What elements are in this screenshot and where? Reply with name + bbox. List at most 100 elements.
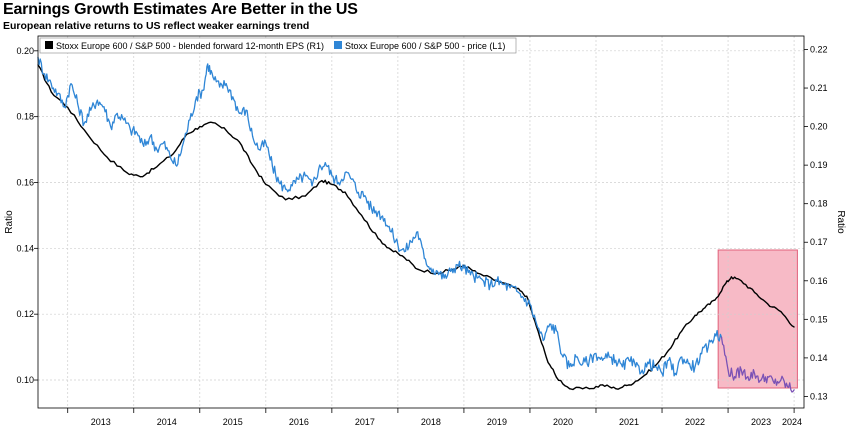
series-1-point: [370, 208, 373, 210]
series-1-point: [417, 231, 419, 233]
x-tick-label-2020: 2020: [553, 417, 573, 427]
series-2-point: [740, 369, 742, 371]
series-0-point: [126, 172, 128, 174]
series-1-point: [509, 287, 511, 289]
series-1-point: [96, 99, 98, 101]
series-0-point: [321, 180, 323, 182]
series-0-point: [628, 384, 630, 386]
series-1-point: [575, 356, 577, 358]
series-1-point: [182, 142, 184, 144]
series-1-point: [162, 142, 165, 144]
series-1-point: [57, 93, 59, 95]
series-0-point: [668, 349, 670, 351]
series-1-point: [694, 366, 696, 368]
left-tick-label: 0.16: [16, 177, 34, 187]
x-tick-label-2017: 2017: [355, 417, 375, 427]
chart-subtitle: European relative returns to US reflect …: [3, 20, 310, 32]
series-0-point: [225, 129, 227, 131]
series-1-point: [443, 277, 445, 279]
right-tick-label: 0.20: [810, 122, 828, 132]
series-1-point: [410, 241, 412, 243]
series-0-point: [740, 280, 742, 282]
series-0-point: [265, 183, 267, 185]
series-1-point: [143, 145, 145, 147]
legend-swatch-price: [334, 41, 342, 49]
series-1-point: [156, 149, 158, 151]
right-tick-label: 0.19: [810, 160, 828, 170]
series-1-point: [456, 264, 458, 266]
series-1-point: [615, 359, 617, 361]
series-0-point: [390, 249, 392, 251]
series-1-point: [351, 178, 353, 180]
series-1-point: [189, 119, 191, 121]
series-1-point: [489, 283, 491, 286]
series-1-point: [77, 102, 79, 105]
series-0-point: [641, 376, 643, 378]
series-1-point: [384, 218, 386, 220]
series-1-point: [344, 172, 346, 174]
x-tick-label-2014: 2014: [157, 417, 177, 427]
series-1-point: [278, 181, 280, 184]
series-0-point: [555, 376, 558, 378]
series-1-point: [621, 366, 624, 368]
x-tick-label-2015: 2015: [223, 417, 243, 427]
x-tick-label-2021: 2021: [619, 417, 639, 427]
series-1-point: [595, 353, 597, 355]
series-1-point: [536, 323, 538, 325]
series-0-point: [615, 388, 617, 390]
series-1-point: [298, 178, 300, 180]
series-1-point: [390, 231, 392, 233]
series-1-point: [450, 270, 452, 272]
right-axis-title: Ratio: [835, 210, 846, 234]
series-0-point: [654, 365, 657, 367]
series-0-point: [780, 311, 782, 313]
right-tick-label: 0.15: [810, 314, 828, 324]
x-tick-label-2019: 2019: [487, 417, 507, 427]
series-1-point: [641, 369, 643, 371]
series-0-point: [304, 195, 306, 197]
series-1-point: [681, 356, 683, 358]
right-tick-label: 0.13: [810, 391, 828, 401]
series-1-point: [648, 363, 650, 365]
series-1-point: [245, 109, 247, 111]
series-0-point: [403, 257, 406, 259]
right-tick-label: 0.21: [810, 83, 828, 93]
x-tick-label-2022: 2022: [685, 417, 705, 427]
right-tick-label: 0.16: [810, 276, 828, 286]
right-tick-label: 0.22: [810, 44, 828, 54]
series-1-point: [207, 63, 209, 65]
series-1-point: [212, 76, 214, 78]
series-2-point: [780, 379, 782, 381]
left-tick-label: 0.14: [16, 243, 34, 253]
series-0-point: [730, 276, 733, 278]
series-0-point: [545, 357, 548, 359]
series-0-point: [526, 295, 528, 297]
series-0-point: [139, 176, 141, 178]
series-0-point: [793, 326, 795, 328]
highlight-box: [717, 249, 798, 389]
series-0-point: [588, 388, 591, 390]
series-0-point: [50, 91, 52, 93]
series-1-point: [90, 109, 92, 111]
series-1-point: [136, 132, 138, 134]
series-2-point: [793, 389, 795, 391]
series-0-point: [285, 199, 287, 201]
series-1-point: [496, 280, 498, 282]
series-2-point: [753, 372, 756, 374]
series-1-point: [304, 175, 306, 177]
series-1-point: [285, 188, 287, 190]
x-tick-label-2023: 2023: [751, 417, 771, 427]
series-1-point: [311, 185, 313, 187]
series-0-point: [714, 299, 716, 301]
series-0-point: [172, 153, 174, 155]
right-tick-label: 0.17: [810, 237, 828, 247]
series-1-point: [701, 353, 703, 355]
series-0-point: [106, 156, 108, 158]
series-1-point: [202, 89, 204, 91]
series-1-point: [258, 149, 260, 151]
series-0-point: [724, 284, 726, 286]
series-line-0: [37, 64, 795, 391]
series-1-point: [123, 119, 125, 121]
series-1-point: [318, 168, 320, 170]
series-0-point: [252, 164, 254, 166]
